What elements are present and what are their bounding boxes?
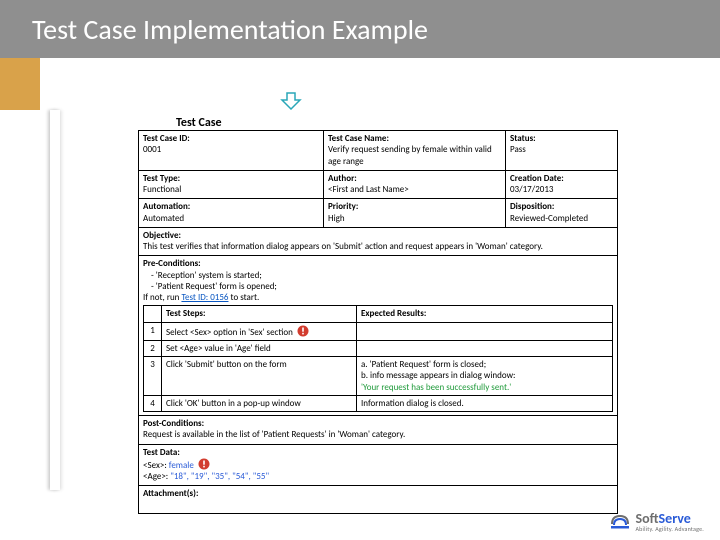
attachments-spacer: [143, 500, 613, 510]
test-id-link[interactable]: Test ID: 0156: [181, 292, 228, 303]
steps-hdr: Test Steps:: [162, 306, 357, 322]
auto-label: Automation:: [143, 201, 319, 212]
testdata-row: Test Data: <Sex>: female <Age>: "18", "1…: [139, 445, 617, 487]
step-3-expc: 'Your request has been successfully sent…: [361, 382, 608, 393]
side-divider: [50, 110, 60, 490]
testdata-age: <Age>: "18", "19", "35", "54", "55": [143, 471, 613, 482]
author-label: Author:: [328, 173, 501, 184]
attachments-label: Attachment(s):: [143, 488, 613, 499]
logo-name: SoftServe: [636, 512, 705, 526]
step-1-num: 1: [144, 322, 162, 340]
softserve-logo: SoftServe Ability. Agility. Advantage.: [608, 510, 705, 534]
arrow-down-icon: [280, 92, 302, 110]
precond-3a: If not, run: [143, 292, 181, 303]
step-3-num: 3: [144, 357, 162, 396]
precond-3b: to start.: [228, 292, 259, 303]
attachments-row: Attachment(s):: [139, 486, 617, 512]
postconditions-row: Post-Conditions: Request is available in…: [139, 416, 617, 445]
precond-2: - 'Patient Request' form is opened;: [151, 281, 613, 292]
step-3-expected: a. 'Patient Request' form is closed; b. …: [357, 357, 613, 396]
testdata-sex: <Sex>: female: [143, 458, 613, 471]
step-2-expected: [357, 340, 613, 356]
precond-1: - 'Reception' system is started;: [151, 270, 613, 281]
step-row-2: 2 Set <Age> value in 'Age' field: [144, 340, 613, 356]
age-key: <Age>:: [143, 471, 170, 482]
age-val: "18", "19", "35", "54", "55": [170, 471, 269, 482]
header-row-2: Test Type: Functional Author: <First and…: [139, 171, 617, 200]
id-label: Test Case ID:: [143, 133, 319, 144]
slide-title: Test Case Implementation Example: [32, 12, 428, 47]
step-1-text: Select <Sex> option in 'Sex' section: [162, 322, 357, 340]
testdata-label: Test Data:: [143, 447, 613, 458]
test-case-label: Test Case: [176, 116, 222, 130]
step-row-1: 1 Select <Sex> option in 'Sex' section: [144, 322, 613, 340]
step-row-4: 4 Click 'OK' button in a pop-up window I…: [144, 395, 613, 411]
author-value: <First and Last Name>: [328, 184, 501, 195]
steps-table: Test Steps: Expected Results: 1 Select <…: [143, 305, 613, 412]
objective-label: Objective:: [143, 230, 613, 241]
id-value: 0001: [143, 144, 319, 155]
date-label: Creation Date:: [510, 173, 613, 184]
header-row-1: Test Case ID: 0001 Test Case Name: Verif…: [139, 131, 617, 171]
status-value: Pass: [510, 144, 613, 155]
slide-title-bar: Test Case Implementation Example: [0, 0, 720, 58]
prio-label: Priority:: [328, 201, 501, 212]
alert-icon: [297, 325, 309, 337]
step-3-expb: b. info message appears in dialog window…: [361, 370, 608, 381]
header-row-3: Automation: Automated Priority: High Dis…: [139, 199, 617, 228]
name-value: Verify request sending by female within …: [328, 144, 501, 167]
precond-3: If not, run Test ID: 0156 to start.: [143, 292, 613, 303]
step-1-step: Select <Sex> option in 'Sex' section: [166, 327, 293, 338]
prio-value: High: [328, 213, 501, 224]
step-4-expected: Information dialog is closed.: [357, 395, 613, 411]
sex-key: <Sex>:: [143, 460, 169, 471]
step-2-num: 2: [144, 340, 162, 356]
objective-text: This test verifies that information dial…: [143, 241, 613, 252]
status-label: Status:: [510, 133, 613, 144]
preconditions-row: Pre-Conditions: - 'Reception' system is …: [139, 256, 617, 416]
step-4-num: 4: [144, 395, 162, 411]
preconditions-label: Pre-Conditions:: [143, 258, 613, 269]
step-3-text: Click 'Submit' button on the form: [162, 357, 357, 396]
test-case-table: Test Case ID: 0001 Test Case Name: Verif…: [138, 130, 618, 514]
step-row-3: 3 Click 'Submit' button on the form a. '…: [144, 357, 613, 396]
objective-row: Objective: This test verifies that infor…: [139, 228, 617, 257]
accent-bar: [0, 58, 40, 110]
alert-icon: [198, 458, 210, 470]
steps-num-hdr: [144, 306, 162, 322]
type-label: Test Type:: [143, 173, 319, 184]
step-4-text: Click 'OK' button in a pop-up window: [162, 395, 357, 411]
type-value: Functional: [143, 184, 319, 195]
disp-label: Disposition:: [510, 201, 613, 212]
logo-tagline: Ability. Agility. Advantage.: [636, 526, 705, 532]
expected-hdr: Expected Results:: [357, 306, 613, 322]
step-1-expected: [357, 322, 613, 340]
sex-val: female: [169, 460, 194, 471]
logo-mark-icon: [608, 510, 632, 534]
name-label: Test Case Name:: [328, 133, 501, 144]
disp-value: Reviewed-Completed: [510, 213, 613, 224]
step-2-text: Set <Age> value in 'Age' field: [162, 340, 357, 356]
date-value: 03/17/2013: [510, 184, 613, 195]
postcond-label: Post-Conditions:: [143, 418, 613, 429]
auto-value: Automated: [143, 213, 319, 224]
step-3-expa: a. 'Patient Request' form is closed;: [361, 359, 608, 370]
postcond-text: Request is available in the list of 'Pat…: [143, 429, 613, 440]
